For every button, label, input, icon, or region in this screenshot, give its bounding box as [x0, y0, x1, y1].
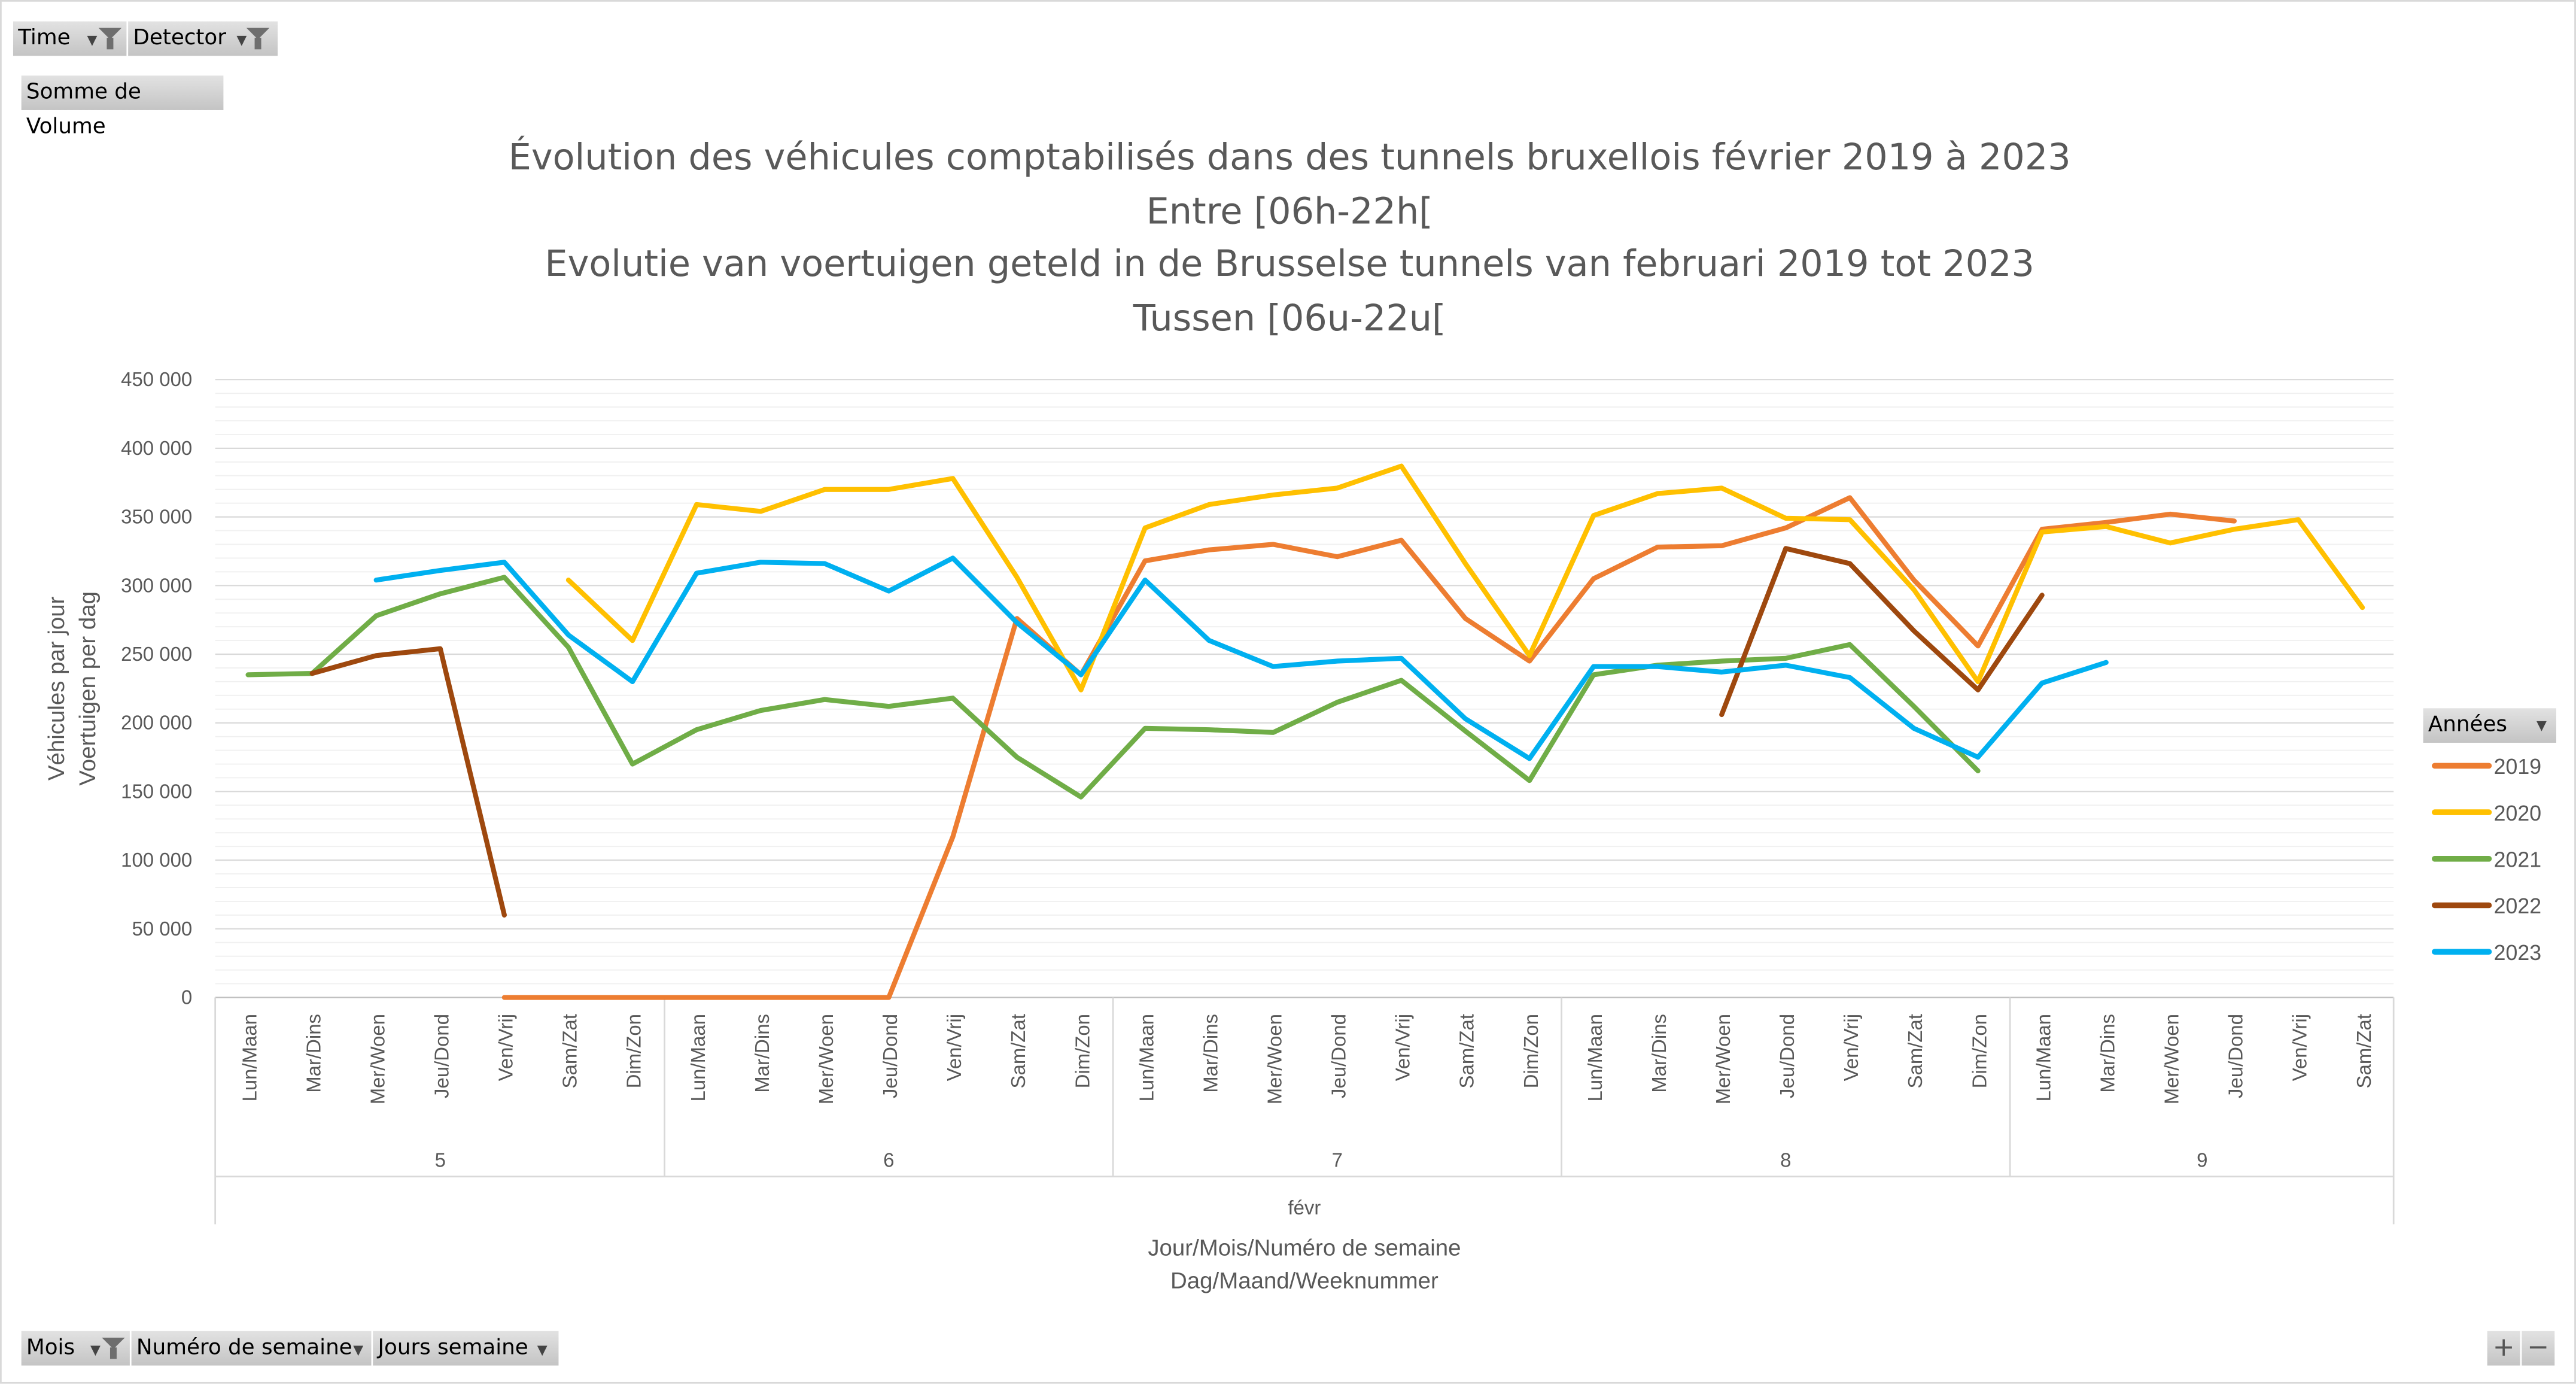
y-axis-title: Voertuigen per dag [75, 591, 101, 786]
week-label: 9 [2197, 1149, 2207, 1171]
x-tick-label: Ven/Vrij [1840, 1014, 1862, 1081]
x-tick-label: Lun/Maan [1135, 1014, 1157, 1102]
title-line: Tussen [06u-22u[ [1133, 298, 1446, 339]
x-tick-label: Dim/Zon [623, 1014, 645, 1088]
x-tick-label: Ven/Vrij [943, 1014, 965, 1081]
y-tick-label: 300 000 [121, 574, 192, 596]
x-tick-label: Mer/Woen [1712, 1014, 1734, 1104]
x-tick-label: Sam/Zat [2353, 1014, 2375, 1088]
legend-label: 2020 [2494, 801, 2541, 825]
y-tick-label: 150 000 [121, 780, 192, 802]
y-tick-label: 0 [181, 986, 192, 1009]
filter-mois-button[interactable]: Mois ▼ [21, 1331, 130, 1366]
dropdown-icon: ▼ [87, 32, 98, 48]
y-tick-label: 50 000 [132, 918, 192, 940]
expand-button[interactable]: + [2487, 1331, 2520, 1366]
x-tick-label: Mer/Woen [1263, 1014, 1285, 1104]
x-tick-label: Mar/Dins [2096, 1014, 2118, 1093]
x-tick-label: Mar/Dins [302, 1014, 324, 1093]
title-line: Entre [06h-22h[ [1146, 191, 1433, 233]
series-line-2020 [565, 463, 2365, 692]
legend-label: 2021 [2494, 848, 2541, 872]
filter-label: Detector [133, 26, 226, 51]
x-tick-label: Jeu/Dond [1328, 1014, 1350, 1098]
x-tick-label: Jeu/Dond [2225, 1014, 2247, 1098]
dropdown-icon: ▼ [236, 32, 247, 48]
funnel-icon [102, 1337, 125, 1359]
filter-semaine-button[interactable]: Numéro de semaine ▼ [131, 1331, 372, 1366]
x-tick-label: Mer/Woen [366, 1014, 388, 1104]
dropdown-icon: ▼ [537, 1343, 548, 1357]
dropdown-icon: ▼ [353, 1343, 364, 1357]
y-tick-label: 450 000 [121, 368, 192, 390]
x-tick-label: Sam/Zat [1904, 1014, 1926, 1088]
title-line: Évolution des véhicules comptabilisés da… [508, 138, 2071, 180]
filter-label: Numéro de semaine [136, 1336, 352, 1361]
funnel-icon [98, 28, 122, 50]
week-label: 5 [435, 1149, 446, 1171]
x-tick-label: Jeu/Dond [1776, 1014, 1798, 1098]
week-label: 6 [883, 1149, 894, 1171]
legend-title: Années [2428, 713, 2508, 738]
x-tick-label: Mar/Dins [751, 1014, 773, 1093]
x-tick-label: Mar/Dins [1199, 1014, 1221, 1093]
filter-detector-button[interactable]: Detector ▼ [128, 21, 278, 56]
filter-label: Time [18, 26, 71, 51]
x-tick-label: Sam/Zat [1007, 1014, 1029, 1088]
dropdown-icon: ▼ [90, 1343, 101, 1357]
x-tick-label: Ven/Vrij [1392, 1014, 1414, 1081]
x-tick-label: Ven/Vrij [2289, 1014, 2311, 1081]
filter-label: Jours semaine [378, 1336, 528, 1361]
y-tick-label: 250 000 [121, 643, 192, 665]
x-tick-label: Jeu/Dond [431, 1014, 453, 1098]
month-label: févr [1288, 1196, 1321, 1219]
chart-title: Évolution des véhicules comptabilisés da… [2, 133, 2576, 347]
x-axis-title: Jour/Mois/Numéro de semaine [1148, 1235, 1461, 1261]
x-tick-label: Lun/Maan [238, 1014, 260, 1102]
y-axis-title: Véhicules par jour [44, 596, 69, 780]
legend-filter-button[interactable]: Années ▼ [2423, 708, 2556, 743]
y-tick-label: 400 000 [121, 437, 192, 459]
y-tick-label: 350 000 [121, 506, 192, 528]
x-tick-label: Mar/Dins [1648, 1014, 1670, 1093]
funnel-icon [246, 28, 270, 50]
x-axis-title: Dag/Maand/Weeknummer [1170, 1268, 1438, 1293]
value-field-button[interactable]: Somme de Volume [21, 75, 224, 139]
x-tick-label: Lun/Maan [687, 1014, 709, 1102]
x-tick-label: Lun/Maan [1584, 1014, 1606, 1102]
series-line-2019 [501, 495, 2237, 1000]
series-line-2022 [309, 646, 507, 918]
series-line-2022 [1719, 546, 2045, 718]
y-tick-label: 200 000 [121, 712, 192, 734]
series-line-2023 [373, 555, 2109, 761]
x-tick-label: Dim/Zon [1520, 1014, 1542, 1088]
title-line: Evolutie van voertuigen geteld in de Bru… [545, 245, 2035, 286]
x-tick-label: Mer/Woen [815, 1014, 837, 1104]
x-tick-label: Sam/Zat [559, 1014, 581, 1088]
filter-time-button[interactable]: Time ▼ [13, 21, 127, 56]
y-tick-label: 100 000 [121, 849, 192, 871]
legend-label: 2023 [2494, 941, 2541, 965]
filter-label: Mois [26, 1336, 75, 1361]
collapse-button[interactable]: − [2522, 1331, 2555, 1366]
x-tick-label: Lun/Maan [2032, 1014, 2054, 1102]
week-label: 7 [1332, 1149, 1343, 1171]
filter-jours-button[interactable]: Jours semaine ▼ [373, 1331, 559, 1366]
x-tick-label: Dim/Zon [1968, 1014, 1990, 1088]
series-line-2021 [245, 575, 1981, 800]
x-tick-label: Jeu/Dond [879, 1014, 901, 1098]
x-tick-label: Mer/Woen [2161, 1014, 2183, 1104]
x-tick-label: Ven/Vrij [495, 1014, 517, 1081]
legend-label: 2019 [2494, 755, 2541, 779]
dropdown-icon: ▼ [2537, 718, 2547, 733]
legend-label: 2022 [2494, 894, 2541, 918]
x-tick-label: Sam/Zat [1456, 1014, 1478, 1088]
week-label: 8 [1780, 1149, 1791, 1171]
x-tick-label: Dim/Zon [1071, 1014, 1093, 1088]
